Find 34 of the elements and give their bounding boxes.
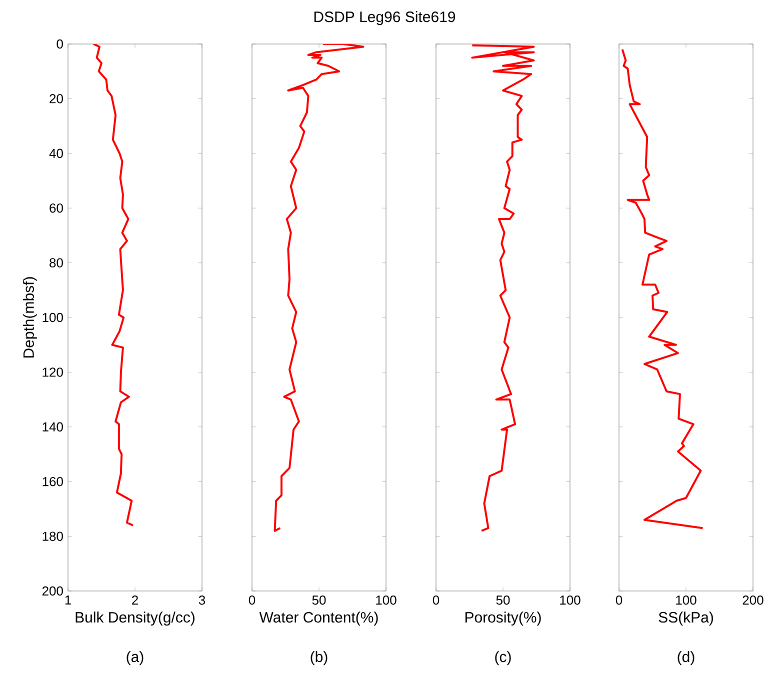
y-axis-title: Depth(mbsf) <box>22 277 37 358</box>
x-tick-label: 0 <box>248 596 256 605</box>
y-tick-label: 0 <box>56 39 63 49</box>
chart-title: DSDP Leg96 Site619 <box>314 11 456 26</box>
x-tick-label: 200 <box>742 596 764 605</box>
text: (b) <box>310 651 328 666</box>
text: (d) <box>678 651 694 666</box>
x-tick-label: 2 <box>132 596 138 605</box>
y-tick-label: 100 <box>42 312 63 322</box>
text: (c) <box>495 651 511 666</box>
y-tick-label: 120 <box>42 368 63 377</box>
x-tick-label: 50 <box>496 596 510 605</box>
x-tick-label: 50 <box>312 596 326 605</box>
x-tick-label: 100 <box>560 596 580 605</box>
y-tick-label: 160 <box>42 476 63 486</box>
x-axis-title: Bulk Density(g/cc) <box>76 612 194 626</box>
y-tick-label: 140 <box>42 422 63 432</box>
y-tick-label: 20 <box>50 94 63 104</box>
y-tick-label: 60 <box>50 203 63 213</box>
x-tick-label: 0 <box>432 596 440 605</box>
x-tick-label: 1 <box>65 596 71 604</box>
x-tick-label: 0 <box>616 596 622 605</box>
y-tick-label: 200 <box>42 586 63 596</box>
y-tick-label: 40 <box>49 148 63 158</box>
x-axis-title: Porosity(%) <box>465 612 541 626</box>
text: (a) <box>126 651 144 666</box>
y-tick-label: 80 <box>50 258 63 268</box>
x-tick-label: 100 <box>676 596 696 605</box>
x-tick-label: 100 <box>376 596 396 605</box>
x-axis-title: SS(kPa) <box>658 612 713 626</box>
y-tick-label: 180 <box>42 532 63 541</box>
x-tick-label: 3 <box>198 596 206 605</box>
x-axis-title: Water Content(%) <box>259 612 378 626</box>
line-series <box>92 44 134 526</box>
